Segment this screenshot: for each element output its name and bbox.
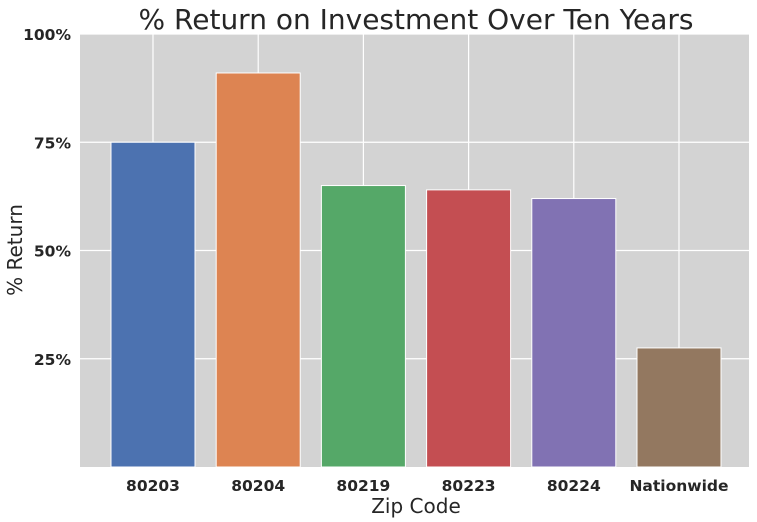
bars (110, 72, 722, 468)
y-tick-label: 25% (34, 351, 72, 369)
bar-80219 (320, 185, 406, 468)
x-tick-label: 80224 (547, 477, 601, 495)
y-tick-label: 50% (34, 243, 72, 261)
chart-title: % Return on Investment Over Ten Years (139, 3, 694, 36)
y-axis-label: % Return (3, 204, 27, 296)
bar-80203 (110, 141, 196, 468)
x-tick-label: Nationwide (629, 477, 728, 495)
x-tick-label: 80219 (336, 477, 390, 495)
x-tick-label: 80223 (442, 477, 496, 495)
y-axis-ticks: 25% 50% 75% 100% (23, 26, 71, 369)
bar-80204 (215, 72, 301, 468)
bar-80223 (426, 189, 512, 468)
bar-80224 (531, 198, 617, 468)
x-axis-ticks: 80203 80204 80219 80223 80224 Nationwide (126, 477, 729, 495)
y-tick-label: 75% (34, 134, 72, 152)
x-axis-label: Zip Code (371, 494, 461, 518)
x-tick-label: 80203 (126, 477, 180, 495)
x-tick-label: 80204 (231, 477, 285, 495)
bar-Nationwide (636, 347, 722, 468)
y-tick-label: 100% (23, 26, 71, 44)
